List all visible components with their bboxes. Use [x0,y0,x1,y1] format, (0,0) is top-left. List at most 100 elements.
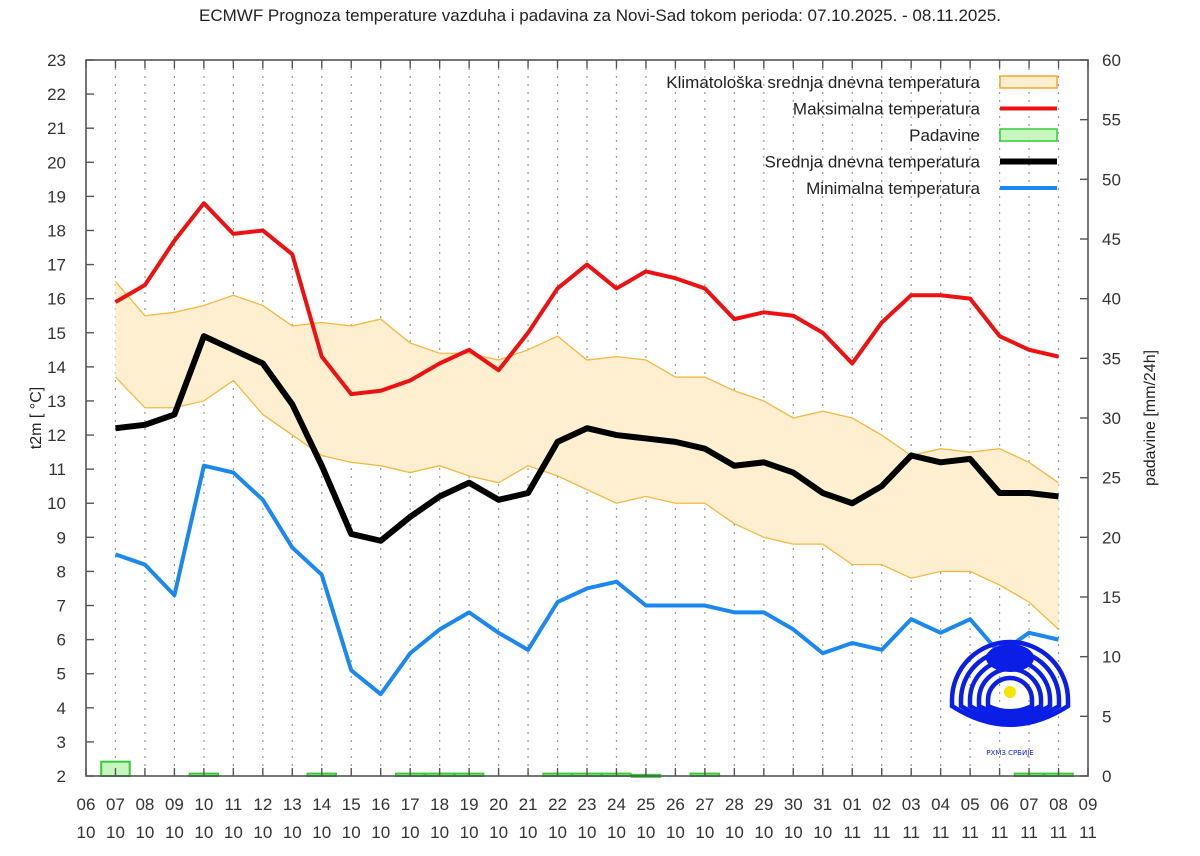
y2-tick-label: 55 [1102,111,1121,130]
x-tick-label-day: 22 [548,795,567,814]
y-axis-title: t2m [ °C] [28,387,45,449]
x-tick-label-month: 10 [784,823,803,842]
y-tick-label: 20 [47,153,66,172]
x-tick-label-day: 05 [961,795,980,814]
x-tick-label-month: 10 [430,823,449,842]
x-tick-label-day: 07 [1020,795,1039,814]
legend: Klimatološka srednja dnevna temperatura M… [666,73,1058,198]
legend-label: Minimalna temperatura [806,179,980,198]
x-tick-label-day: 13 [283,795,302,814]
x-tick-label-month: 10 [135,823,154,842]
x-tick-label-month: 11 [961,823,979,842]
x-tick-label-month: 10 [666,823,685,842]
x-tick-label-month: 10 [695,823,714,842]
legend-item-climatology: Klimatološka srednja dnevna temperatura [666,73,1058,92]
y2-tick-label: 5 [1102,707,1111,726]
x-tick-label-day: 12 [253,795,272,814]
climatology-lower-line [115,376,1059,630]
x-tick-label-month: 10 [312,823,331,842]
x-tick-label-day: 24 [607,795,626,814]
logo-arc [949,639,1071,727]
x-tick-label-day: 01 [843,795,862,814]
climatology-band-fill [115,281,1059,630]
x-tick-label-day: 18 [430,795,449,814]
y-tick-label: 16 [47,290,66,309]
x-tick-label-day: 09 [1079,795,1098,814]
x-tick-label-day: 06 [990,795,1009,814]
axes: 2345678910111213141516171819202122230510… [28,51,1159,842]
legend-item-min-temp: Minimalna temperatura [806,179,1057,198]
logo-arc [976,666,1044,717]
x-tick-label-month: 10 [548,823,567,842]
legend-swatch [999,128,1058,142]
x-tick-label-day: 20 [489,795,508,814]
y-tick-label: 6 [57,631,66,650]
x-tick-label-month: 10 [754,823,773,842]
y-tick-label: 8 [57,562,66,581]
y2-tick-label: 35 [1102,349,1121,368]
y-tick-label: 14 [47,358,66,377]
logo-cloud [986,644,1034,672]
y-tick-label: 13 [47,392,66,411]
y-tick-label: 4 [57,699,66,718]
y-tick-label: 19 [47,187,66,206]
x-tick-label-month: 11 [1020,823,1038,842]
x-tick-label-month: 11 [873,823,891,842]
y-tick-label: 10 [47,494,66,513]
x-tick-label-day: 14 [312,795,331,814]
x-tick-label-day: 27 [695,795,714,814]
y-tick-label: 15 [47,324,66,343]
y2-tick-label: 10 [1102,648,1121,667]
x-tick-label-month: 11 [843,823,861,842]
y-tick-label: 22 [47,85,66,104]
x-tick-label-month: 11 [932,823,950,842]
x-tick-label-month: 11 [1050,823,1068,842]
min-temp-line [114,463,1059,697]
y2-tick-label: 60 [1102,51,1121,70]
y2-tick-label: 20 [1102,528,1121,547]
legend-label: Srednja dnevna temperatura [765,153,981,172]
logo-arc [958,648,1062,724]
x-tick-label-month: 10 [165,823,184,842]
y-tick-label: 23 [47,51,66,70]
x-tick-label-day: 15 [342,795,361,814]
x-tick-label-day: 17 [401,795,420,814]
x-tick-label-month: 10 [342,823,361,842]
x-tick-label-month: 11 [1079,823,1097,842]
x-tick-label-day: 10 [194,795,213,814]
y2-axis-title: padavine [mm/24h] [1142,350,1159,486]
logo-text: РХМЗ СРБИЈЕ [986,749,1033,757]
logo-arc [985,675,1035,714]
y2-tick-label: 45 [1102,230,1121,249]
mean-temp-line [115,333,1059,544]
x-tick-label-day: 02 [872,795,891,814]
legend-item-precip: Padavine [909,126,1058,145]
x-tick-label-month: 10 [77,823,96,842]
y2-tick-label: 25 [1102,469,1121,488]
x-tick-label-month: 10 [578,823,597,842]
x-tick-label-month: 10 [253,823,272,842]
legend-item-mean-temp: Srednja dnevna temperatura [765,153,1057,172]
logo-sun-icon [1004,686,1016,698]
legend-item-max-temp: Maksimalna temperatura [793,100,1057,119]
x-tick-label-day: 25 [636,795,655,814]
x-tick-label-month: 10 [401,823,420,842]
y2-tick-label: 30 [1102,409,1121,428]
legend-label: Padavine [909,126,980,145]
y-tick-label: 5 [57,665,66,684]
x-tick-label-day: 26 [666,795,685,814]
x-tick-label-day: 21 [519,795,538,814]
x-tick-label-month: 11 [902,823,920,842]
x-tick-label-month: 10 [607,823,626,842]
rhmz-logo-icon: РХМЗ СРБИЈЕ [949,639,1071,757]
y-tick-label: 11 [48,460,66,479]
legend-label: Maksimalna temperatura [793,100,981,119]
x-tick-label-month: 10 [489,823,508,842]
x-tick-label-day: 11 [225,795,243,814]
y2-tick-label: 0 [1102,767,1111,786]
x-tick-label-month: 10 [636,823,655,842]
chart-title: ECMWF Prognoza temperature vazduha i pad… [199,6,1001,25]
x-tick-label-day: 28 [725,795,744,814]
x-tick-label-day: 29 [754,795,773,814]
